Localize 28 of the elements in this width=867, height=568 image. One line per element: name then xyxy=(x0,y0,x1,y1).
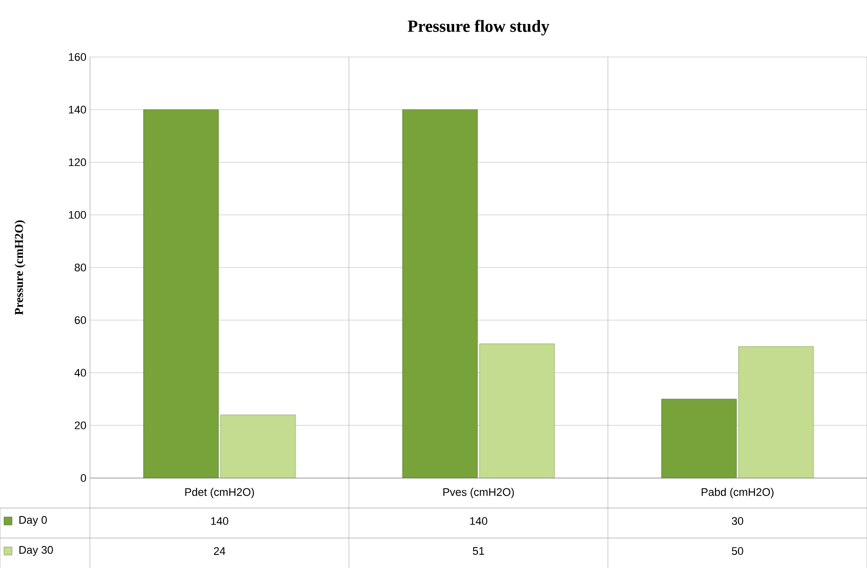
y-tick-label: 140 xyxy=(68,106,86,114)
y-tick-label: 0 xyxy=(80,474,86,482)
y-tick-label: 100 xyxy=(68,210,86,219)
y-tick-label: 20 xyxy=(74,421,86,430)
data-label: 140 xyxy=(211,517,228,525)
x-tick-label: Pabd (cmH2O) xyxy=(702,488,774,498)
data-label: 50 xyxy=(732,547,744,555)
chart-title: Pressure flow study xyxy=(408,20,550,36)
y-axis-title: Pressure (cmH2O) xyxy=(14,220,26,315)
y-tick-label: 120 xyxy=(68,158,86,166)
data-label: 51 xyxy=(472,547,484,555)
data-label: 24 xyxy=(214,547,226,555)
x-tick-label: Pdet (cmH2O) xyxy=(185,488,254,498)
bar xyxy=(479,344,555,478)
y-tick-label: 80 xyxy=(74,264,86,272)
x-tick-label: Pves (cmH2O) xyxy=(443,488,514,498)
data-label: 140 xyxy=(470,517,488,525)
bar xyxy=(738,346,814,478)
y-tick-label: 60 xyxy=(74,316,86,324)
y-tick-label: 40 xyxy=(74,368,86,377)
bar xyxy=(220,414,296,478)
bar xyxy=(143,109,219,478)
bar xyxy=(402,109,478,478)
y-tick-label: 160 xyxy=(68,53,86,61)
legend-label: Day 30 xyxy=(19,546,53,556)
legend-label: Day 0 xyxy=(19,516,47,526)
bar xyxy=(661,398,737,478)
data-label: 30 xyxy=(732,517,744,525)
